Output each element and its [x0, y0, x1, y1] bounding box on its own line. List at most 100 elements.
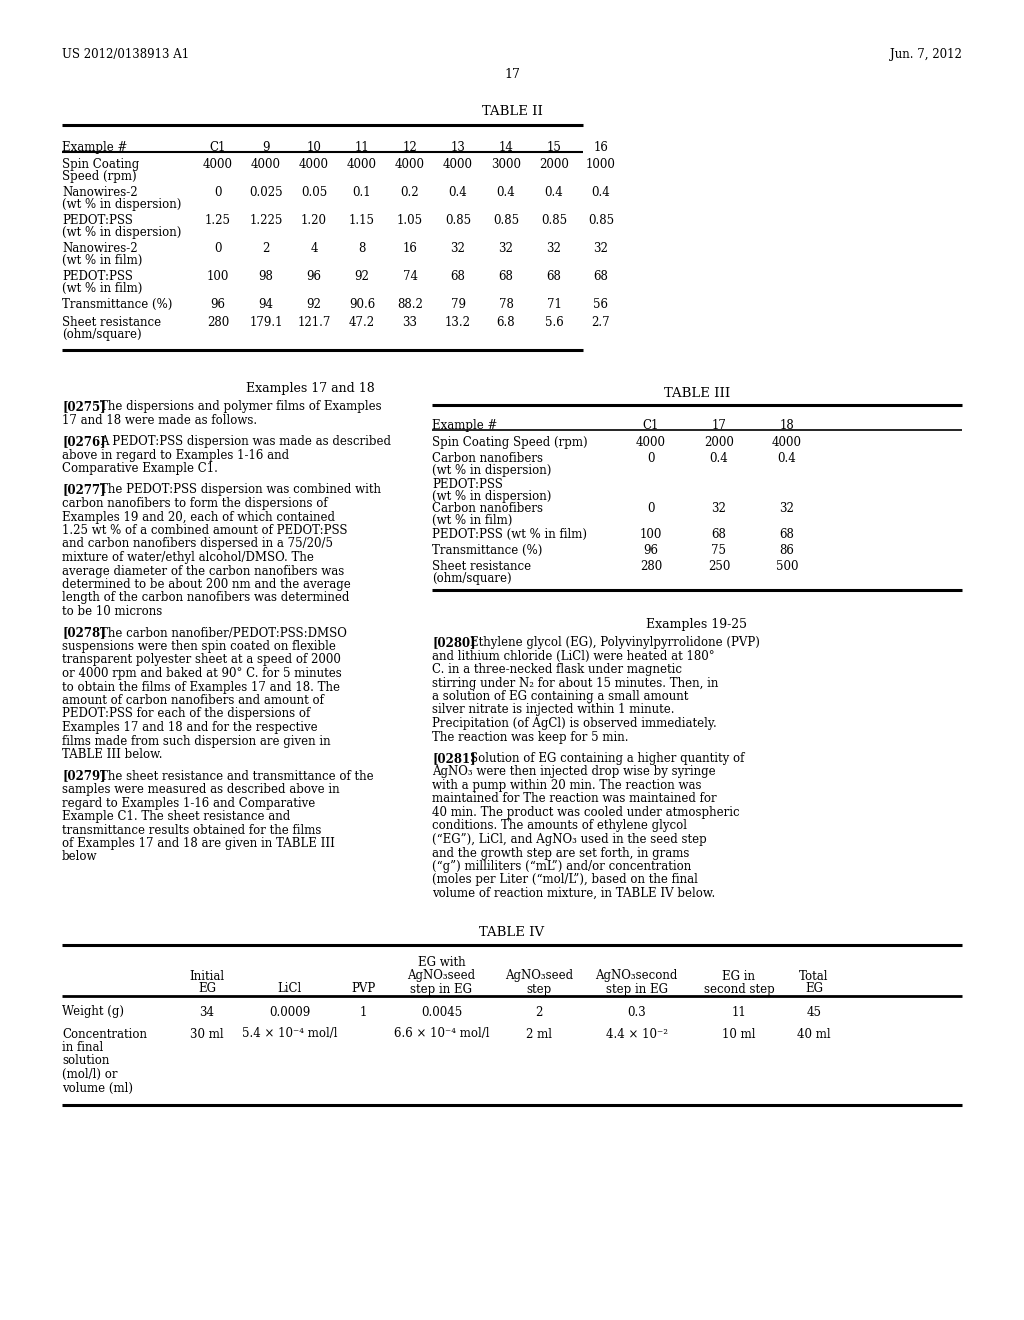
Text: 100: 100: [640, 528, 663, 541]
Text: to obtain the films of Examples 17 and 18. The: to obtain the films of Examples 17 and 1…: [62, 681, 340, 693]
Text: LiCl: LiCl: [278, 982, 302, 995]
Text: Spin Coating Speed (rpm): Spin Coating Speed (rpm): [432, 436, 588, 449]
Text: (wt % in film): (wt % in film): [62, 253, 142, 267]
Text: 250: 250: [708, 560, 730, 573]
Text: The PEDOT:PSS dispersion was combined with: The PEDOT:PSS dispersion was combined wi…: [100, 483, 381, 496]
Text: average diameter of the carbon nanofibers was: average diameter of the carbon nanofiber…: [62, 565, 344, 578]
Text: 8: 8: [358, 242, 366, 255]
Text: to be 10 microns: to be 10 microns: [62, 605, 162, 618]
Text: 90.6: 90.6: [349, 298, 375, 312]
Text: TABLE IV: TABLE IV: [479, 927, 545, 940]
Text: The carbon nanofiber/PEDOT:PSS:DMSO: The carbon nanofiber/PEDOT:PSS:DMSO: [100, 627, 347, 639]
Text: 0.4: 0.4: [777, 451, 797, 465]
Text: silver nitrate is injected within 1 minute.: silver nitrate is injected within 1 minu…: [432, 704, 675, 717]
Text: PEDOT:PSS for each of the dispersions of: PEDOT:PSS for each of the dispersions of: [62, 708, 310, 721]
Text: step in EG: step in EG: [411, 982, 472, 995]
Text: [0275]: [0275]: [62, 400, 105, 413]
Text: Weight (g): Weight (g): [62, 1006, 124, 1019]
Text: (wt % in dispersion): (wt % in dispersion): [432, 490, 551, 503]
Text: Example C1. The sheet resistance and: Example C1. The sheet resistance and: [62, 810, 290, 822]
Text: Example #: Example #: [62, 141, 127, 154]
Text: 32: 32: [779, 502, 795, 515]
Text: Nanowires-2: Nanowires-2: [62, 186, 137, 199]
Text: 0.3: 0.3: [627, 1006, 646, 1019]
Text: Example #: Example #: [432, 418, 498, 432]
Text: 500: 500: [776, 560, 799, 573]
Text: 121.7: 121.7: [297, 315, 331, 329]
Text: 0.05: 0.05: [301, 186, 327, 199]
Text: Ethylene glycol (EG), Polyvinylpyrrolidone (PVP): Ethylene glycol (EG), Polyvinylpyrrolido…: [470, 636, 760, 649]
Text: 17: 17: [712, 418, 726, 432]
Text: 0.85: 0.85: [493, 214, 519, 227]
Text: 1.25: 1.25: [205, 214, 231, 227]
Text: with a pump within 20 min. The reaction was: with a pump within 20 min. The reaction …: [432, 779, 701, 792]
Text: 18: 18: [779, 418, 795, 432]
Text: 68: 68: [712, 528, 726, 541]
Text: 6.8: 6.8: [497, 315, 515, 329]
Text: EG: EG: [805, 982, 823, 995]
Text: 2000: 2000: [705, 436, 734, 449]
Text: AgNO₃seed: AgNO₃seed: [505, 969, 573, 982]
Text: in final: in final: [62, 1041, 103, 1053]
Text: C1: C1: [210, 141, 226, 154]
Text: 32: 32: [451, 242, 466, 255]
Text: samples were measured as described above in: samples were measured as described above…: [62, 783, 340, 796]
Text: 0: 0: [214, 242, 222, 255]
Text: The dispersions and polymer films of Examples: The dispersions and polymer films of Exa…: [100, 400, 382, 413]
Text: 10 ml: 10 ml: [722, 1027, 756, 1040]
Text: Nanowires-2: Nanowires-2: [62, 242, 137, 255]
Text: conditions. The amounts of ethylene glycol: conditions. The amounts of ethylene glyc…: [432, 820, 687, 833]
Text: (mol/l) or: (mol/l) or: [62, 1068, 118, 1081]
Text: Total: Total: [800, 969, 828, 982]
Text: 68: 68: [451, 271, 466, 282]
Text: EG in: EG in: [723, 969, 756, 982]
Text: 1: 1: [359, 1006, 367, 1019]
Text: EG with: EG with: [418, 957, 465, 969]
Text: (wt % in dispersion): (wt % in dispersion): [62, 226, 181, 239]
Text: 9: 9: [262, 141, 269, 154]
Text: Sheet resistance: Sheet resistance: [432, 560, 531, 573]
Text: PVP: PVP: [351, 982, 375, 995]
Text: 0: 0: [214, 186, 222, 199]
Text: 4000: 4000: [347, 158, 377, 172]
Text: PEDOT:PSS (wt % in film): PEDOT:PSS (wt % in film): [432, 528, 587, 541]
Text: stirring under N₂ for about 15 minutes. Then, in: stirring under N₂ for about 15 minutes. …: [432, 676, 719, 689]
Text: TABLE III: TABLE III: [664, 387, 730, 400]
Text: 1.15: 1.15: [349, 214, 375, 227]
Text: Examples 17 and 18: Examples 17 and 18: [246, 381, 375, 395]
Text: 3000: 3000: [490, 158, 521, 172]
Text: 11: 11: [354, 141, 370, 154]
Text: 75: 75: [712, 544, 726, 557]
Text: C. in a three-necked flask under magnetic: C. in a three-necked flask under magneti…: [432, 663, 682, 676]
Text: 71: 71: [547, 298, 561, 312]
Text: Comparative Example C1.: Comparative Example C1.: [62, 462, 218, 475]
Text: 0.85: 0.85: [588, 214, 614, 227]
Text: 96: 96: [306, 271, 322, 282]
Text: 4.4 × 10⁻²: 4.4 × 10⁻²: [605, 1027, 668, 1040]
Text: 1.20: 1.20: [301, 214, 327, 227]
Text: 1000: 1000: [586, 158, 616, 172]
Text: 4000: 4000: [395, 158, 425, 172]
Text: 280: 280: [207, 315, 229, 329]
Text: 4000: 4000: [299, 158, 329, 172]
Text: 2: 2: [536, 1006, 543, 1019]
Text: 32: 32: [499, 242, 513, 255]
Text: 4000: 4000: [443, 158, 473, 172]
Text: 4000: 4000: [772, 436, 802, 449]
Text: US 2012/0138913 A1: US 2012/0138913 A1: [62, 48, 189, 61]
Text: 0.4: 0.4: [449, 186, 467, 199]
Text: 11: 11: [731, 1006, 746, 1019]
Text: 2000: 2000: [539, 158, 569, 172]
Text: 94: 94: [258, 298, 273, 312]
Text: step in EG: step in EG: [605, 982, 668, 995]
Text: second step: second step: [703, 982, 774, 995]
Text: Carbon nanofibers: Carbon nanofibers: [432, 502, 543, 515]
Text: Transmittance (%): Transmittance (%): [432, 544, 543, 557]
Text: 12: 12: [402, 141, 418, 154]
Text: AgNO₃seed: AgNO₃seed: [408, 969, 475, 982]
Text: 88.2: 88.2: [397, 298, 423, 312]
Text: 92: 92: [306, 298, 322, 312]
Text: 74: 74: [402, 271, 418, 282]
Text: 56: 56: [594, 298, 608, 312]
Text: 280: 280: [640, 560, 663, 573]
